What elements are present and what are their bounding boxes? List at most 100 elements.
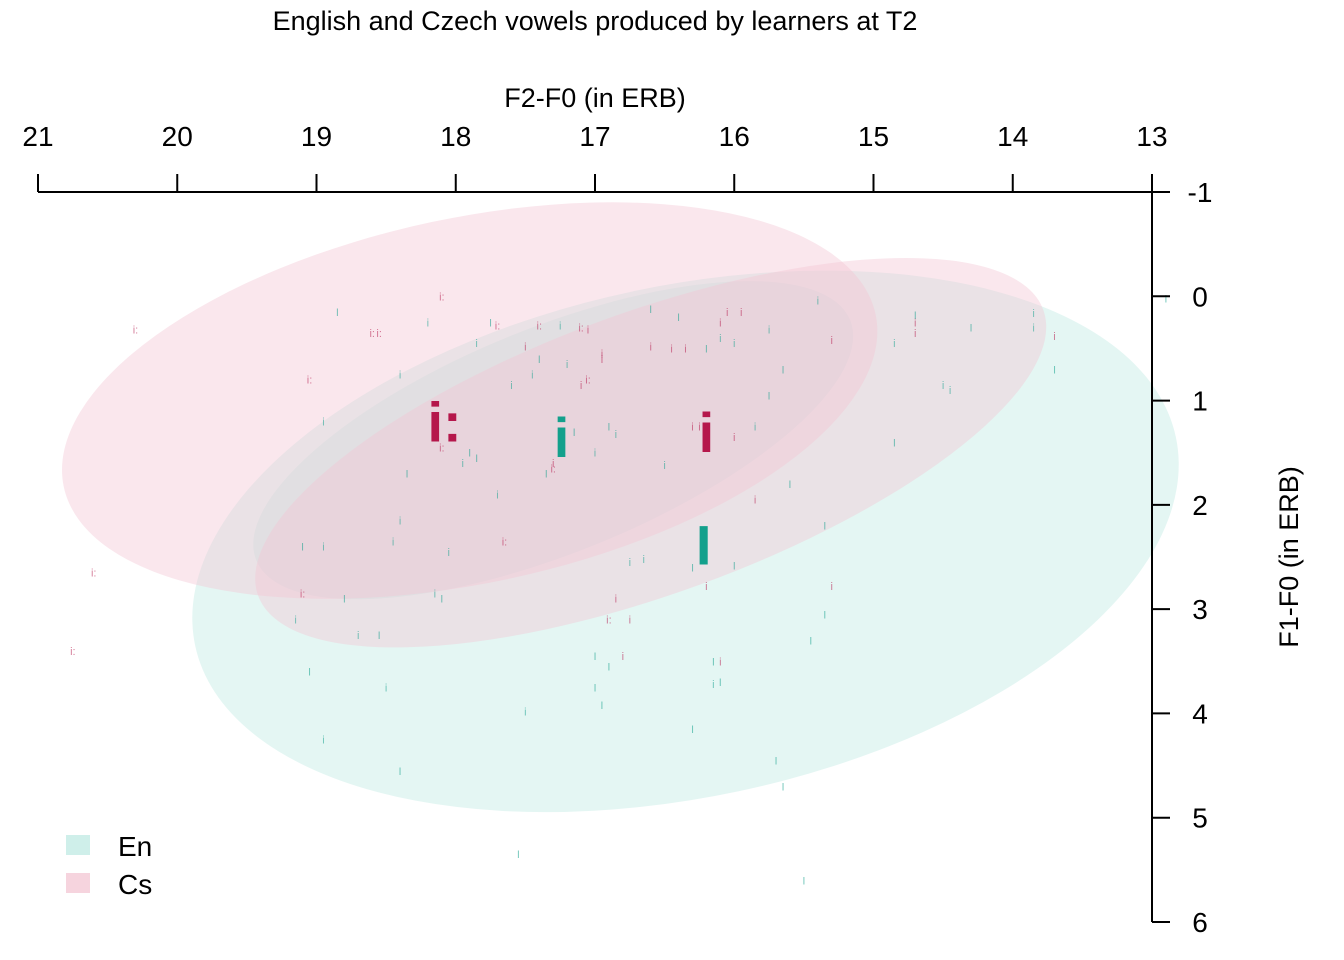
token-en-7: i: [942, 380, 944, 392]
token-cs-52: i: [580, 380, 582, 392]
token-en-41: i: [643, 554, 645, 566]
token-en-1: i: [1032, 308, 1034, 320]
token-en-33: I: [677, 312, 680, 324]
chart-title: English and Czech vowels produced by lea…: [273, 6, 918, 36]
x-tick-label-8: 13: [1136, 121, 1167, 152]
token-cs-9: i: [914, 328, 916, 340]
token-cs-58: i: [524, 341, 526, 353]
token-en-40: I: [607, 422, 610, 434]
token-en-32: I: [705, 343, 708, 355]
token-cs-79: i:: [307, 375, 313, 387]
token-en-98: I: [378, 630, 381, 642]
ellipse-en-1: [253, 281, 854, 600]
token-cs-61: i:: [550, 463, 556, 475]
token-cs-51: i:: [585, 375, 591, 387]
token-en-90: i: [434, 589, 436, 601]
legend-swatch-cs: [66, 873, 90, 893]
token-en-20: I: [781, 364, 784, 376]
token-en-107: I: [600, 700, 603, 712]
token-en-2: i: [1032, 323, 1034, 335]
x-tick-label-5: 16: [719, 121, 750, 152]
token-cs-26: i: [733, 432, 735, 444]
token-cs-45: i: [705, 581, 707, 593]
ellipse-cs-3: [255, 257, 1047, 648]
token-en-104: I: [607, 662, 610, 674]
token-en-114: i: [712, 679, 714, 691]
token-cs-47: i: [601, 349, 603, 361]
token-en-100: i: [322, 735, 324, 747]
token-en-11: I: [893, 437, 896, 449]
token-en-99: i: [385, 682, 387, 694]
token-en-65: i: [510, 380, 512, 392]
token-cs-49: i: [587, 325, 589, 337]
token-en-42: i: [629, 557, 631, 569]
x-axis-title: F2-F0 (in ERB): [504, 83, 686, 113]
y-tick-label-7: 6: [1192, 907, 1208, 938]
token-en-112: I: [712, 656, 715, 668]
token-en-106: I: [593, 682, 596, 694]
token-en-38: i: [663, 460, 665, 472]
x-tick-label-7: 14: [997, 121, 1028, 152]
token-en-56: i: [531, 370, 533, 382]
token-en-0: I: [1164, 293, 1167, 305]
token-cs-109: i: [615, 594, 617, 606]
token-en-72: i: [496, 489, 498, 501]
token-cs-35: i: [649, 341, 651, 353]
token-en-69: i: [461, 458, 463, 470]
token-en-29: i: [719, 333, 721, 345]
token-en-102: i: [524, 706, 526, 718]
token-en-91: I: [440, 594, 443, 606]
token-cs-105: i: [622, 651, 624, 663]
x-tick-label-4: 17: [579, 121, 610, 152]
y-axis-title: F1-F0 (in ERB): [1274, 466, 1304, 648]
token-en-53: i: [566, 359, 568, 371]
token-en-88: i: [392, 536, 394, 548]
token-en-27: i: [733, 338, 735, 350]
token-en-55: I: [538, 354, 541, 366]
token-en-111: I: [691, 724, 694, 736]
y-tick-label-3: 2: [1192, 490, 1208, 521]
token-cs-18: i: [830, 581, 832, 593]
token-cs-57: i:: [537, 320, 543, 332]
centroid-cs-2: i: [699, 401, 715, 464]
legend-label-cs: Cs: [118, 869, 152, 900]
token-en-70: I: [468, 448, 471, 460]
legend-label-en: En: [118, 831, 152, 862]
token-en-92: I: [343, 594, 346, 606]
token-en-17: I: [809, 635, 812, 647]
token-en-97: i: [357, 630, 359, 642]
token-en-119: I: [802, 875, 805, 887]
token-en-115: I: [719, 677, 722, 689]
token-cs-13: i: [830, 335, 832, 347]
legend-swatch-en: [66, 835, 90, 855]
token-en-118: I: [517, 849, 520, 861]
token-en-34: I: [649, 304, 652, 316]
token-en-28: I: [733, 560, 736, 572]
token-en-3: I: [1053, 364, 1056, 376]
y-tick-label-2: 1: [1192, 386, 1208, 417]
token-cs-60: i: [552, 458, 554, 470]
token-cs-76: i:: [439, 443, 445, 455]
token-cs-68: i:: [502, 536, 508, 548]
token-en-21: I: [768, 390, 771, 402]
token-en-54: i: [559, 320, 561, 332]
token-en-15: I: [823, 521, 826, 533]
token-cs-59: i:: [495, 320, 501, 332]
centroid-cs-0: i:: [428, 390, 462, 453]
token-en-86: i: [399, 370, 401, 382]
token-en-89: I: [405, 469, 408, 481]
token-cs-4: i: [1053, 331, 1055, 343]
token-cs-50: i:: [578, 323, 584, 335]
token-en-116: I: [774, 755, 777, 767]
x-tick-label-3: 18: [440, 121, 471, 152]
token-cs-37: i: [684, 343, 686, 355]
token-cs-82: i:: [70, 646, 76, 658]
token-en-39: i: [615, 429, 617, 441]
token-en-85: i: [322, 416, 324, 428]
token-cs-78: i:: [369, 328, 375, 340]
token-cs-80: i:: [133, 325, 139, 337]
token-cs-30: i: [726, 307, 728, 319]
x-tick-label-1: 20: [162, 121, 193, 152]
token-en-12: i: [893, 338, 895, 350]
